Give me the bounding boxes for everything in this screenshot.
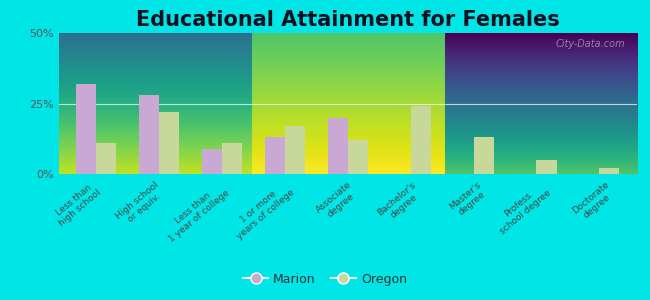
Title: Educational Attainment for Females: Educational Attainment for Females [136, 10, 560, 30]
Text: High school
or equiv.: High school or equiv. [114, 180, 168, 229]
Text: Doctorate
degree: Doctorate degree [571, 180, 618, 224]
Bar [536, 160, 556, 174]
Bar [202, 148, 222, 174]
Bar [599, 168, 619, 174]
Bar [411, 106, 431, 174]
Bar [159, 112, 179, 174]
Text: City-Data.com: City-Data.com [556, 39, 625, 49]
Text: Master's
degree: Master's degree [447, 180, 489, 219]
Bar [76, 84, 96, 174]
Text: Bachelor's
degree: Bachelor's degree [376, 180, 424, 225]
Bar [348, 140, 368, 174]
Bar [473, 137, 493, 174]
Bar [265, 137, 285, 174]
Bar [285, 126, 305, 174]
Text: Less than
1 year of college: Less than 1 year of college [161, 180, 231, 244]
Text: Associate
degree: Associate degree [315, 180, 360, 223]
Bar [139, 95, 159, 174]
Bar [222, 143, 242, 174]
Legend: Marion, Oregon: Marion, Oregon [238, 268, 412, 291]
Text: 1 or more
years of college: 1 or more years of college [228, 180, 296, 241]
Text: Profess.
school degree: Profess. school degree [492, 180, 553, 236]
Bar [96, 143, 116, 174]
Text: Less than
high school: Less than high school [51, 180, 103, 228]
Bar [328, 118, 348, 174]
